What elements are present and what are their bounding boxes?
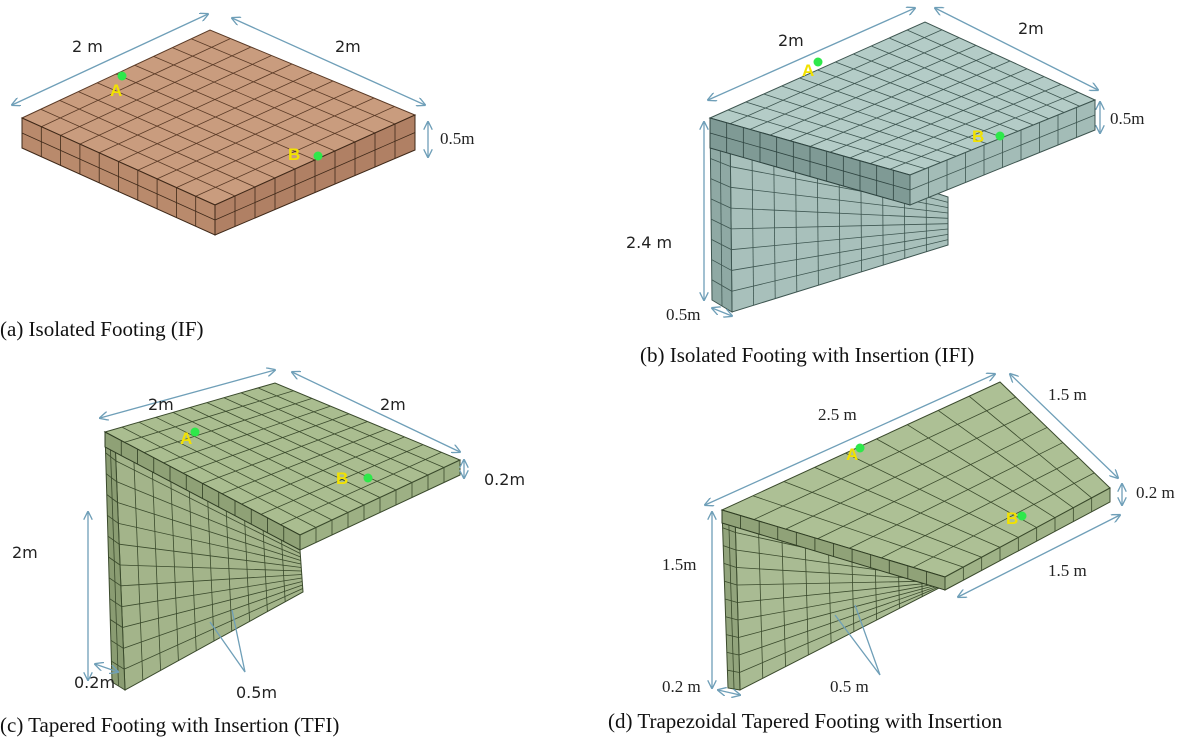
dim-label: 2.5 m bbox=[818, 405, 857, 424]
dim-label: 2 m bbox=[72, 37, 103, 56]
dim-label: 0.2m bbox=[484, 470, 525, 489]
point-marker bbox=[364, 474, 373, 483]
dim-label: 0.5 m bbox=[830, 677, 869, 696]
point-marker bbox=[814, 58, 823, 67]
arrow bbox=[718, 690, 740, 695]
dim-label: 2m bbox=[778, 31, 804, 50]
dim-label: 0.5m bbox=[236, 683, 277, 702]
dim-label: 0.5m bbox=[1110, 109, 1144, 128]
figure: 2 m 2m 0.5m A B (a) Isolated Footing (IF… bbox=[0, 0, 1189, 738]
dim-label: 0.2 m bbox=[662, 677, 701, 696]
point-marker bbox=[1018, 512, 1027, 521]
dim-label: 0.5m bbox=[440, 129, 474, 148]
point-label: A bbox=[802, 61, 814, 80]
dim-label: 2m bbox=[148, 395, 174, 414]
dim-label: 0.5m bbox=[666, 305, 700, 324]
dim-label: 2m bbox=[12, 543, 38, 562]
point-label: A bbox=[110, 81, 122, 100]
dim-label: 2m bbox=[1018, 19, 1044, 38]
point-label: B bbox=[972, 127, 984, 146]
caption: (c) Tapered Footing with Insertion (TFI) bbox=[0, 713, 339, 737]
point-label: B bbox=[336, 469, 348, 488]
dim-label: 1.5 m bbox=[1048, 561, 1087, 580]
dim-label: 2m bbox=[335, 37, 361, 56]
dim-label: 1.5 m bbox=[1048, 385, 1087, 404]
point-label: A bbox=[846, 445, 858, 464]
mesh-face bbox=[22, 30, 415, 205]
dim-label: 2m bbox=[380, 395, 406, 414]
caption: (b) Isolated Footing with Insertion (IFI… bbox=[640, 343, 974, 367]
caption: (d) Trapezoidal Tapered Footing with Ins… bbox=[608, 709, 1003, 733]
point-label: B bbox=[288, 145, 300, 164]
point-label: B bbox=[1006, 509, 1018, 528]
dim-label: 2.4 m bbox=[626, 233, 672, 252]
point-marker bbox=[996, 132, 1005, 141]
dim-label: 0.2m bbox=[74, 673, 115, 692]
point-marker bbox=[314, 152, 323, 161]
caption: (a) Isolated Footing (IF) bbox=[0, 317, 204, 341]
point-marker bbox=[118, 72, 127, 81]
dim-label: 1.5m bbox=[662, 555, 696, 574]
point-label: A bbox=[180, 429, 192, 448]
dim-label: 0.2 m bbox=[1136, 483, 1175, 502]
